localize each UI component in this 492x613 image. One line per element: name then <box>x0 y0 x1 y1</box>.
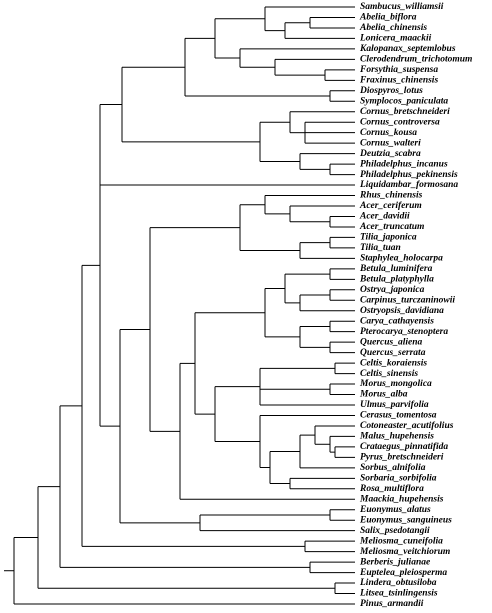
leaf-label: Philadelphus_pekinensis <box>360 170 458 180</box>
leaf-label: Cerasus_tomentosa <box>360 411 437 421</box>
leaf-label: Tilia_japonica <box>360 233 417 243</box>
leaf-label: Acer_ceriferum <box>359 201 422 211</box>
leaf-label: Ostrya_japonica <box>360 285 425 295</box>
leaf-label: Euptelea_pleiosperma <box>359 568 447 578</box>
leaf-label: Carpinus_turczaninowii <box>360 295 455 305</box>
leaf-label: Celtis_sinensis <box>360 369 418 379</box>
leaf-label: Cornus_walteri <box>360 138 421 148</box>
leaf-label: Quercus_serrata <box>360 348 426 358</box>
leaf-label: Ostryopsis_davidiana <box>360 306 444 316</box>
leaf-label: Abelia_chinensis <box>359 23 427 33</box>
leaf-label: Betula_luminifera <box>359 264 433 274</box>
leaf-label: Euonymus_alatus <box>359 505 431 515</box>
leaf-label: Sorbaria_sorbifolia <box>360 474 437 484</box>
leaf-label: Pinus_armandii <box>360 599 424 609</box>
leaf-label: Litsea_tsinlingensis <box>359 589 438 599</box>
leaf-label: Philadelphus_incanus <box>360 159 448 169</box>
leaf-label: Crataegus_pinnatifida <box>360 442 448 452</box>
leaf-label: Salix_psedotangii <box>360 526 430 536</box>
leaf-label: Euonymus_sanguineus <box>359 515 452 525</box>
leaf-label: Maackia_hupehensis <box>359 494 444 504</box>
leaf-label: Sambucus_williamsii <box>360 2 444 12</box>
leaf-label: Morus_alba <box>359 390 408 400</box>
leaf-label: Acer_davidii <box>359 212 410 222</box>
leaf-label: Acer_truncatum <box>359 222 424 232</box>
leaf-label: Pyrus_bretschneideri <box>360 453 444 463</box>
leaf-label: Meliosma_cuneifolia <box>359 536 443 546</box>
leaf-label: Cornus_controversa <box>360 117 440 127</box>
leaf-label: Meliosma_veitchiorum <box>359 547 450 557</box>
leaf-label: Tilia_tuan <box>360 243 401 253</box>
leaf-label: Cornus_bretschneideri <box>360 107 450 117</box>
leaf-label: Cotoneaster_acutifolius <box>360 421 454 431</box>
leaf-label: Diospyros_lotus <box>359 86 423 96</box>
leaf-label: Symplocos_paniculata <box>360 96 448 106</box>
leaf-label: Berberis_julianae <box>359 557 431 567</box>
leaf-label: Liquidambar_formosana <box>359 180 458 190</box>
leaf-label: Lindera_obtusiloba <box>359 578 437 588</box>
leaf-label: Carya_cathayensis <box>360 316 434 326</box>
leaf-label: Rhus_chinensis <box>359 191 423 201</box>
leaf-label: Fraxinus_chinensis <box>359 76 438 86</box>
leaf-label: Rosa_multiflora <box>359 484 424 494</box>
leaf-label: Betula_platyphylla <box>359 275 434 285</box>
leaf-label: Kalopanax_septemlobus <box>359 44 456 54</box>
leaf-label: Malus_hupehensis <box>359 432 434 442</box>
leaf-label: Pterocarya_stenoptera <box>360 327 448 337</box>
leaf-label: Forsythia_suspensa <box>359 65 438 75</box>
leaf-label: Cornus_kousa <box>360 128 417 138</box>
leaf-label: Morus_mongolica <box>359 379 432 389</box>
leaf-label: Ulmus_parvifolia <box>360 400 429 410</box>
leaf-label: Deutzia_scabra <box>359 149 421 159</box>
leaf-label: Lonicera_maackii <box>359 34 432 44</box>
leaf-label: Celtis_koraiensis <box>360 358 427 368</box>
leaf-label: Quercus_aliena <box>360 337 423 347</box>
leaf-label: Sorbus_alnifolia <box>360 463 426 473</box>
leaf-label: Abelia_biflora <box>359 13 417 23</box>
leaf-label: Staphylea_holocarpa <box>360 254 443 264</box>
leaf-label: Clerodendrum_trichotomum <box>360 55 472 65</box>
